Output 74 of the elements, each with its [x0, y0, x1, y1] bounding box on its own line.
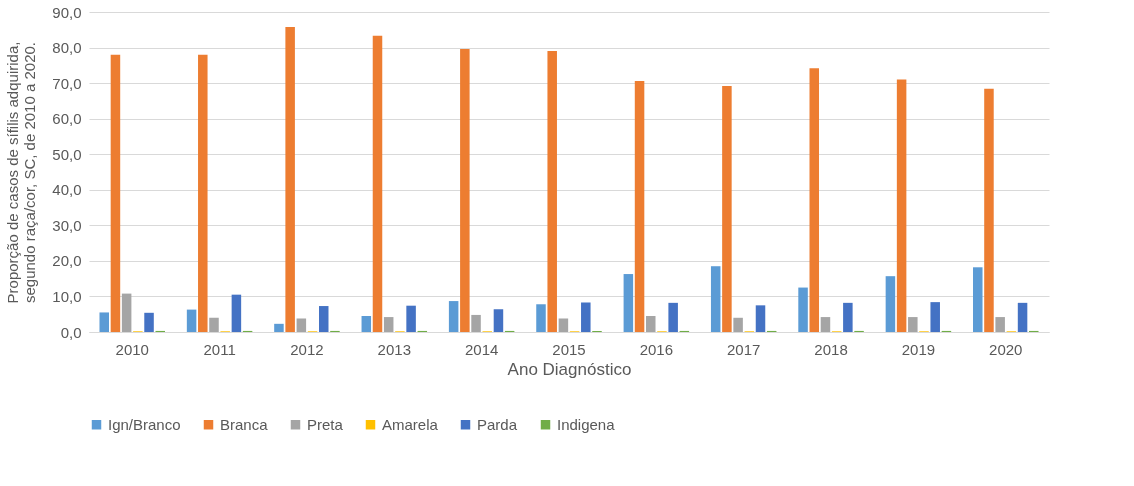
text: Proporção de casos de sífilis adquirida, — [4, 41, 22, 304]
y-tick-label: 80,0 — [52, 39, 82, 57]
bar — [930, 302, 940, 332]
y-tick-label: 0,0 — [60, 323, 82, 341]
bar — [318, 306, 329, 332]
y-tick-label: 70,0 — [52, 74, 82, 92]
bar — [973, 267, 983, 332]
x-tick-label: 2010 — [115, 340, 149, 358]
bar — [274, 323, 284, 332]
bar — [406, 305, 416, 332]
bar — [733, 317, 743, 332]
x-tick-label: 2018 — [814, 340, 848, 358]
bar — [99, 312, 109, 332]
bar — [198, 54, 208, 332]
bar — [722, 85, 732, 332]
legend-label: Branca — [220, 415, 269, 433]
text: segundo raça/cor, SC, de 2010 a 2020. — [21, 41, 39, 304]
bar — [121, 293, 132, 332]
bar — [110, 54, 121, 332]
bar — [798, 287, 808, 332]
bar — [710, 266, 721, 332]
bar — [896, 79, 907, 332]
bar — [471, 314, 481, 332]
bar — [668, 302, 678, 332]
bar — [493, 309, 504, 332]
legend-label: Ign/Branco — [108, 415, 181, 433]
bar — [820, 317, 831, 332]
y-tick-label: 20,0 — [52, 252, 82, 270]
bar — [1017, 302, 1028, 332]
bar — [558, 318, 569, 332]
bar — [547, 51, 557, 332]
legend-label: Amarela — [382, 415, 439, 433]
x-tick-label: 2015 — [552, 340, 586, 358]
bar — [634, 80, 645, 332]
legend-label: Preta — [307, 415, 344, 433]
bar — [623, 274, 634, 332]
y-tick-label: 10,0 — [52, 287, 82, 305]
bar — [581, 302, 591, 332]
bar — [908, 317, 918, 332]
bar — [372, 35, 383, 332]
bar — [186, 309, 197, 332]
bar — [645, 316, 656, 332]
x-tick-label: 2013 — [377, 340, 411, 358]
x-tick-label: 2020 — [989, 340, 1023, 358]
bar — [536, 304, 546, 332]
x-tick-label: 2019 — [901, 340, 936, 358]
y-tick-label: 60,0 — [52, 110, 82, 128]
bar — [383, 317, 394, 332]
bar — [460, 48, 470, 332]
bar — [231, 294, 242, 332]
bar — [755, 305, 766, 332]
y-tick-label: 50,0 — [52, 145, 82, 163]
bar — [209, 317, 219, 332]
y-tick-label: 40,0 — [52, 181, 82, 199]
bar — [995, 317, 1005, 332]
bar — [296, 318, 307, 332]
bar — [448, 301, 459, 332]
legend-label: Indigena — [557, 415, 616, 433]
x-tick-label: 2017 — [727, 340, 761, 358]
y-tick-label: 30,0 — [52, 216, 82, 234]
legend-label: Parda — [477, 415, 518, 433]
bar — [885, 276, 896, 332]
x-tick-label: 2011 — [203, 340, 236, 358]
bar — [361, 316, 372, 332]
bar — [285, 26, 295, 332]
x-tick-label: 2014 — [464, 340, 499, 358]
x-axis-title: Ano Diagnóstico — [507, 359, 632, 379]
x-tick-label: 2012 — [290, 340, 324, 358]
y-tick-label: 90,0 — [52, 3, 82, 21]
bar — [144, 312, 154, 332]
x-tick-label: 2016 — [639, 340, 674, 358]
bar — [843, 302, 853, 332]
bar — [984, 88, 994, 332]
bar — [809, 68, 820, 332]
